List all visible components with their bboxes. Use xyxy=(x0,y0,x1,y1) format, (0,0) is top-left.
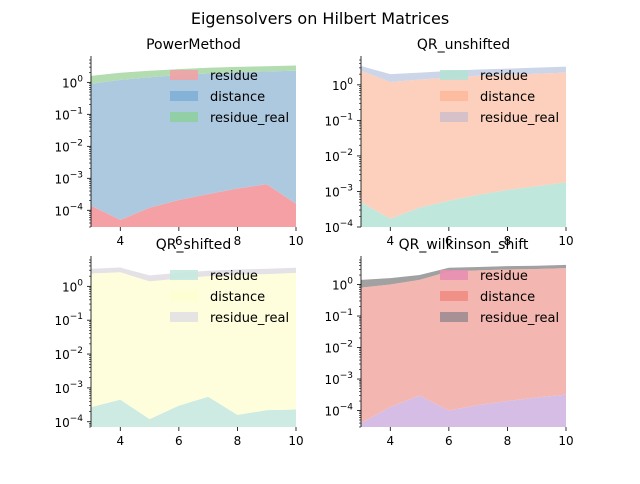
legend-label-distance: distance xyxy=(210,290,265,305)
panel-title: PowerMethod xyxy=(146,37,241,53)
y-tick-label: 10−3 xyxy=(324,183,353,199)
legend-swatch-residue xyxy=(440,70,468,80)
legend-swatch-distance xyxy=(440,91,468,101)
x-tick-label: 10 xyxy=(558,434,573,448)
legend-swatch-residue-real xyxy=(440,312,468,322)
area-distance xyxy=(91,272,296,420)
y-tick-label: 10−2 xyxy=(54,138,83,154)
area-distance xyxy=(361,268,566,424)
y-tick-label: 10−3 xyxy=(54,170,83,186)
x-tick-label: 10 xyxy=(558,234,573,248)
y-tick-label: 100 xyxy=(332,277,353,293)
area-residue xyxy=(91,184,296,227)
area-residue xyxy=(361,182,566,227)
x-tick-label: 6 xyxy=(445,234,453,248)
panel-qr-shifted: 4 6 8 10 10−4 10−3 10−2 10−1 100 QR_shiftedresidu… xyxy=(54,237,303,448)
legend-label-residue: residue xyxy=(480,269,528,284)
y-tick-label: 10−2 xyxy=(324,340,353,356)
legend-swatch-residue xyxy=(170,270,198,280)
legend-swatch-residue-real xyxy=(440,112,468,122)
legend-label-residue-real: residue_real xyxy=(480,111,559,126)
x-tick-label: 4 xyxy=(116,434,124,448)
panel-title: QR_shifted xyxy=(156,237,231,253)
legend-label-distance: distance xyxy=(480,290,535,305)
legend-swatch-residue-real xyxy=(170,312,198,322)
legend-label-residue-real: residue_real xyxy=(210,311,289,326)
x-tick-label: 10 xyxy=(288,234,303,248)
legend-label-residue-real: residue_real xyxy=(480,311,559,326)
x-tick-label: 6 xyxy=(445,434,453,448)
legend-label-residue: residue xyxy=(480,69,528,84)
legend-swatch-residue xyxy=(170,70,198,80)
x-tick-label: 6 xyxy=(175,234,183,248)
legend-swatch-distance xyxy=(170,91,198,101)
area-residue-real xyxy=(361,264,566,288)
x-tick-label: 4 xyxy=(386,234,394,248)
legend-label-residue-real: residue_real xyxy=(210,111,289,126)
legend-label-distance: distance xyxy=(210,90,265,105)
x-tick-label: 6 xyxy=(175,434,183,448)
legend: residue distance residue_real xyxy=(440,69,559,126)
legend-swatch-distance xyxy=(440,291,468,301)
y-tick-label: 10−2 xyxy=(54,346,83,362)
area-residue xyxy=(91,396,296,427)
panel-powermethod: 4 6 8 10 10−4 10−3 10−2 10−1 100 PowerMethod resid… xyxy=(54,37,303,248)
legend-swatch-residue xyxy=(440,270,468,280)
legend: residue distance residue_real xyxy=(440,269,559,326)
x-tick-label: 10 xyxy=(288,434,303,448)
y-tick-label: 10−1 xyxy=(324,308,353,324)
legend-label-residue: residue xyxy=(210,69,258,84)
x-tick-label: 8 xyxy=(234,434,242,448)
area-residue-real xyxy=(91,65,296,84)
y-tick-label: 100 xyxy=(62,74,83,90)
x-tick-label: 4 xyxy=(386,434,394,448)
panel-qr-unshifted: 4 6 8 10 10−4 10−3 10−2 10−1 100 QR_unshiftedresi… xyxy=(324,37,573,248)
y-tick-label: 10−4 xyxy=(54,202,83,218)
area-distance xyxy=(91,70,296,220)
x-tick-label: 8 xyxy=(234,234,242,248)
y-tick-label: 10−1 xyxy=(324,112,353,128)
area-residue xyxy=(361,394,566,427)
y-tick-label: 10−3 xyxy=(324,371,353,387)
y-tick-label: 10−4 xyxy=(324,403,353,419)
y-tick-label: 100 xyxy=(332,77,353,93)
panel-title: QR_unshifted xyxy=(417,37,510,53)
y-tick-label: 10−1 xyxy=(54,106,83,122)
y-tick-label: 10−2 xyxy=(324,148,353,164)
x-tick-label: 4 xyxy=(116,234,124,248)
figure-title: Eigensolvers on Hilbert Matrices xyxy=(191,9,449,28)
legend-label-residue: residue xyxy=(210,269,258,284)
y-tick-label: 10−1 xyxy=(54,312,83,328)
legend-label-distance: distance xyxy=(480,90,535,105)
legend: residue distance residue_real xyxy=(170,69,289,126)
legend: residue distance residue_real xyxy=(170,269,289,326)
y-tick-label: 100 xyxy=(62,278,83,294)
area-distance xyxy=(361,70,566,219)
panel-qr-wilkinson-shift: 4 6 8 10 10−4 10−3 10−2 10−1 100 QR_wilkinson_shi… xyxy=(324,237,573,448)
legend-swatch-distance xyxy=(170,291,198,301)
y-tick-label: 10−4 xyxy=(54,414,83,430)
x-tick-label: 8 xyxy=(504,434,512,448)
legend-swatch-residue-real xyxy=(170,112,198,122)
panel-title: QR_wilkinson_shift xyxy=(399,237,529,253)
y-tick-label: 10−4 xyxy=(324,219,353,235)
x-tick-label: 8 xyxy=(504,234,512,248)
y-tick-label: 10−3 xyxy=(54,380,83,396)
